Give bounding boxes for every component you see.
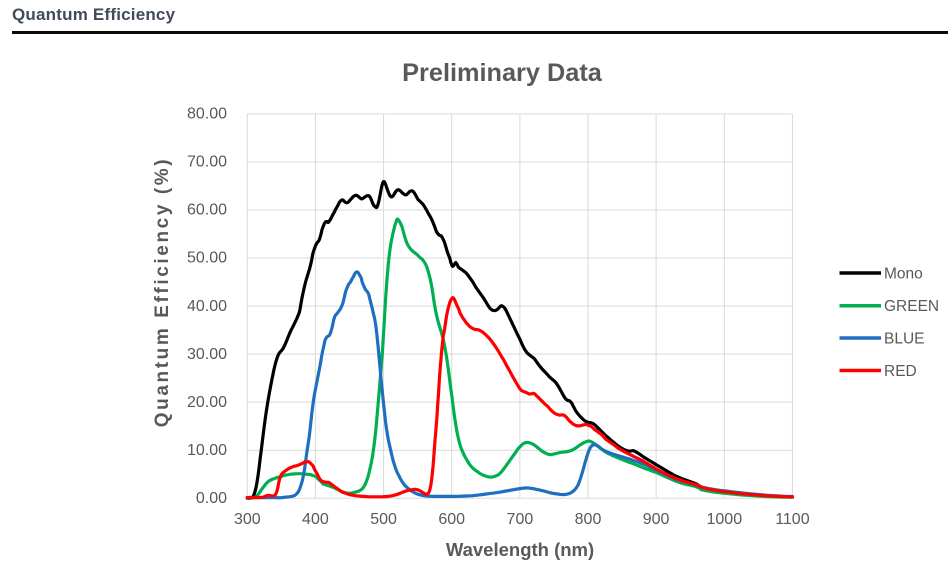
svg-text:900: 900	[643, 511, 670, 528]
svg-text:20.00: 20.00	[187, 394, 227, 411]
svg-text:BLUE: BLUE	[884, 330, 925, 347]
svg-text:70.00: 70.00	[187, 154, 227, 171]
svg-text:1000: 1000	[707, 511, 743, 528]
svg-text:60.00: 60.00	[187, 202, 227, 219]
svg-text:80.00: 80.00	[187, 106, 227, 123]
svg-text:1100: 1100	[775, 511, 810, 528]
svg-text:700: 700	[507, 511, 534, 528]
svg-text:40.00: 40.00	[187, 298, 227, 315]
svg-text:Mono: Mono	[884, 265, 923, 282]
svg-text:500: 500	[370, 511, 397, 528]
svg-text:GREEN: GREEN	[884, 298, 939, 315]
svg-text:300: 300	[234, 511, 261, 528]
svg-text:30.00: 30.00	[187, 346, 227, 363]
svg-text:400: 400	[302, 511, 329, 528]
svg-text:800: 800	[575, 511, 602, 528]
svg-text:Quantum Efficiency (%): Quantum Efficiency (%)	[152, 157, 173, 427]
svg-text:Preliminary Data: Preliminary Data	[402, 59, 603, 87]
svg-text:Wavelength (nm): Wavelength (nm)	[446, 539, 594, 560]
svg-text:0.00: 0.00	[196, 490, 227, 507]
svg-text:10.00: 10.00	[187, 442, 227, 459]
svg-text:600: 600	[438, 511, 465, 528]
svg-text:50.00: 50.00	[187, 250, 227, 267]
svg-text:RED: RED	[884, 363, 917, 380]
